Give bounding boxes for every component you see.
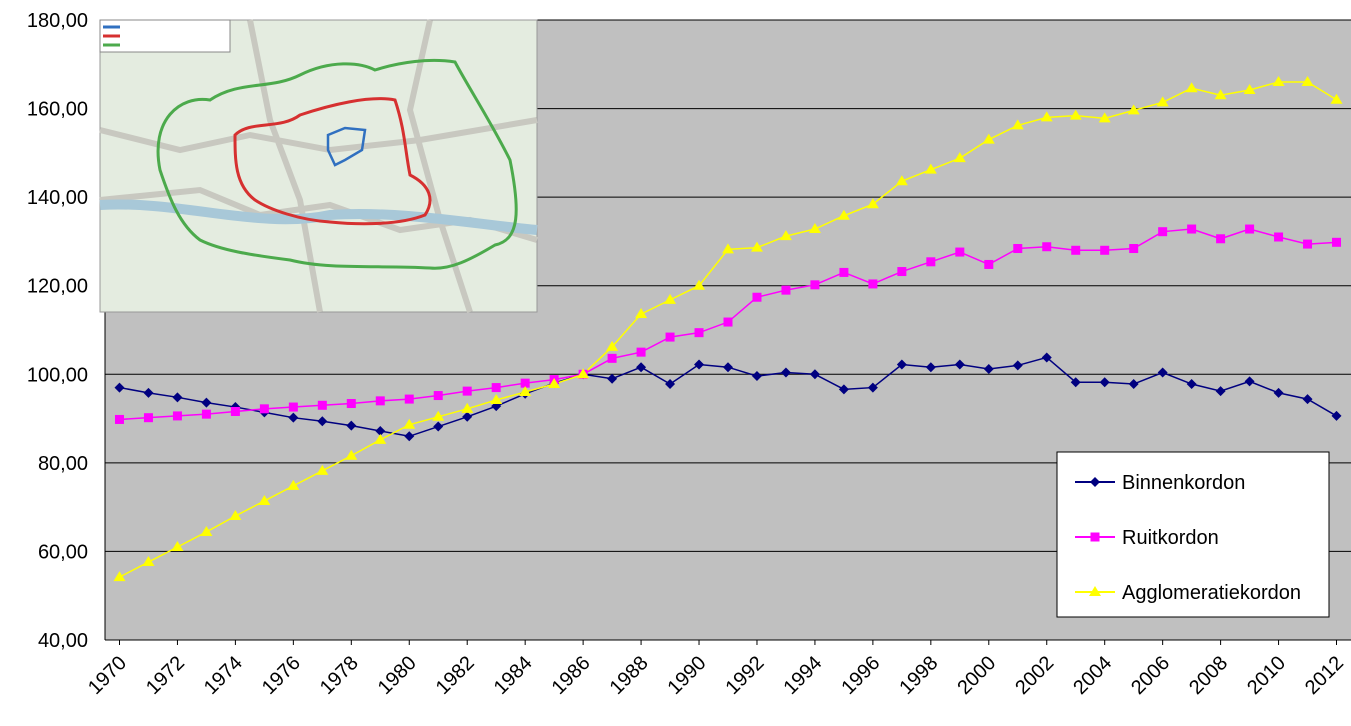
marker [492,383,501,392]
marker [231,407,240,416]
marker [115,415,124,424]
x-tick-label: 2000 [953,652,1000,699]
marker [1303,240,1312,249]
marker [173,411,182,420]
y-tick-label: 40,00 [38,630,88,652]
x-tick-label: 1980 [374,652,421,699]
marker [1013,244,1022,253]
marker [289,403,298,412]
marker [1042,242,1051,251]
y-tick-label: 80,00 [38,453,88,475]
x-tick-label: 2004 [1069,652,1116,699]
inset-map [100,20,537,312]
x-tick-label: 1996 [837,652,884,699]
y-tick-label: 140,00 [27,187,88,209]
marker [1245,225,1254,234]
legend-label: Binnenkordon [1122,472,1245,494]
marker [724,318,733,327]
marker [752,293,761,302]
x-tick-label: 1998 [895,652,942,699]
x-tick-label: 1976 [258,652,305,699]
marker [637,348,646,357]
x-tick-label: 2002 [1011,652,1058,699]
marker [839,268,848,277]
marker [1129,244,1138,253]
legend-label: Ruitkordon [1122,527,1219,549]
y-tick-label: 180,00 [27,10,88,32]
x-tick-label: 1984 [490,652,537,699]
marker [1332,238,1341,247]
marker [608,354,617,363]
marker [144,413,153,422]
marker [1071,246,1080,255]
y-tick-label: 60,00 [38,541,88,563]
marker [897,267,906,276]
x-tick-label: 1988 [606,652,653,699]
chart: Binnenkordon Ruitkordon Agglomeratiekordon… [0,0,1351,726]
marker [405,395,414,404]
marker [318,401,327,410]
y-tick-label: 120,00 [27,276,88,298]
x-tick-label: 1990 [664,652,711,699]
marker [1091,533,1100,542]
marker [463,387,472,396]
marker [1158,227,1167,236]
x-tick-label: 2008 [1185,652,1232,699]
x-tick-label: 2012 [1301,652,1348,699]
x-tick-label: 1994 [779,652,826,699]
x-tick-label: 1974 [200,652,247,699]
x-tick-label: 1972 [142,652,189,699]
marker [695,328,704,337]
marker [781,286,790,295]
marker [810,280,819,289]
marker [868,279,877,288]
x-tick-label: 1970 [84,652,131,699]
marker [434,391,443,400]
x-tick-label: 1982 [432,652,479,699]
x-tick-label: 2006 [1127,652,1174,699]
marker [202,410,211,419]
marker [1274,233,1283,242]
x-tick-label: 2010 [1243,652,1290,699]
y-tick-label: 160,00 [27,99,88,121]
marker [1100,246,1109,255]
legend-label: Agglomeratiekordon [1122,582,1301,604]
marker [1187,225,1196,234]
marker [1216,234,1225,243]
marker [376,396,385,405]
x-tick-label: 1978 [316,652,363,699]
marker [955,248,964,257]
marker [666,333,675,342]
y-tick-label: 100,00 [27,364,88,386]
x-tick-label: 1992 [721,652,768,699]
x-tick-label: 1986 [548,652,595,699]
marker [984,260,993,269]
marker [260,404,269,413]
marker [926,257,935,266]
map-background [100,20,537,312]
marker [347,399,356,408]
